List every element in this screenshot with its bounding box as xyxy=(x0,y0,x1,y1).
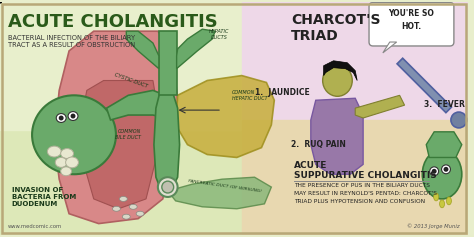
Polygon shape xyxy=(311,98,363,174)
Polygon shape xyxy=(81,81,158,209)
Ellipse shape xyxy=(65,157,78,168)
Ellipse shape xyxy=(432,169,437,174)
Text: INVASION OF
BACTERIA FROM
DUODENUM: INVASION OF BACTERIA FROM DUODENUM xyxy=(12,187,76,207)
Ellipse shape xyxy=(162,181,173,193)
Ellipse shape xyxy=(442,165,450,174)
Ellipse shape xyxy=(430,167,438,176)
Text: MAY RESULT IN REYNOLD'S PENTAD: CHARCOT'S: MAY RESULT IN REYNOLD'S PENTAD: CHARCOT'… xyxy=(294,191,437,196)
Ellipse shape xyxy=(47,146,61,157)
Bar xyxy=(159,31,177,95)
Ellipse shape xyxy=(451,112,467,128)
Text: THE PRESENCE OF PUS IN THE BILIARY DUCTS: THE PRESENCE OF PUS IN THE BILIARY DUCTS xyxy=(294,183,430,188)
Polygon shape xyxy=(426,132,462,157)
Polygon shape xyxy=(383,42,397,53)
Polygon shape xyxy=(397,58,452,113)
Bar xyxy=(242,120,468,235)
Ellipse shape xyxy=(439,200,445,208)
Polygon shape xyxy=(355,95,404,118)
Ellipse shape xyxy=(129,204,137,209)
Polygon shape xyxy=(54,31,178,223)
Ellipse shape xyxy=(447,197,451,205)
Polygon shape xyxy=(176,76,274,157)
Text: TRIAD: TRIAD xyxy=(291,29,339,43)
Polygon shape xyxy=(107,90,173,120)
Ellipse shape xyxy=(323,65,352,96)
Ellipse shape xyxy=(136,211,144,216)
Text: 1.  JAUNDICE: 1. JAUNDICE xyxy=(255,88,310,97)
Ellipse shape xyxy=(434,193,438,201)
Text: HEPATIC
DUCTS: HEPATIC DUCTS xyxy=(209,29,229,40)
Text: COMMON
HEPATIC DUCT: COMMON HEPATIC DUCT xyxy=(232,90,267,101)
Polygon shape xyxy=(324,61,357,81)
Bar xyxy=(242,2,468,120)
Ellipse shape xyxy=(444,167,448,172)
Text: 2.  RUQ PAIN: 2. RUQ PAIN xyxy=(291,140,346,149)
Text: ACUTE CHOLANGITIS: ACUTE CHOLANGITIS xyxy=(8,14,218,32)
Text: www.medcomic.com: www.medcomic.com xyxy=(8,223,62,228)
Polygon shape xyxy=(126,31,159,69)
Ellipse shape xyxy=(422,150,462,199)
Text: CYSTIC DUCT: CYSTIC DUCT xyxy=(114,72,148,89)
Text: YOU'RE SO
HOT.: YOU'RE SO HOT. xyxy=(389,9,434,31)
Polygon shape xyxy=(168,177,271,209)
Text: BACTERIAL INFECTION OF THE BILIARY: BACTERIAL INFECTION OF THE BILIARY xyxy=(8,35,135,41)
Ellipse shape xyxy=(158,177,178,197)
FancyBboxPatch shape xyxy=(369,3,454,46)
Text: COMMON
BILE DUCT: COMMON BILE DUCT xyxy=(115,129,141,140)
Ellipse shape xyxy=(61,167,72,176)
Ellipse shape xyxy=(119,196,128,201)
Text: TRIAD PLUS HYPOTENSION AND CONFUSION: TRIAD PLUS HYPOTENSION AND CONFUSION xyxy=(294,199,425,204)
Polygon shape xyxy=(177,29,215,69)
Text: SUPPURATIVE CHOLANGITIS: SUPPURATIVE CHOLANGITIS xyxy=(294,171,437,180)
Ellipse shape xyxy=(32,95,116,174)
Bar xyxy=(0,2,256,130)
Ellipse shape xyxy=(56,114,66,123)
Ellipse shape xyxy=(55,157,67,167)
Text: ACUTE: ACUTE xyxy=(294,161,328,170)
Text: PANCREATIC DUCT (OF WIRSUNG): PANCREATIC DUCT (OF WIRSUNG) xyxy=(188,179,262,193)
Ellipse shape xyxy=(112,206,120,211)
Ellipse shape xyxy=(61,149,73,159)
Ellipse shape xyxy=(122,214,130,219)
Text: TRACT AS A RESULT OF OBSTRUCTION: TRACT AS A RESULT OF OBSTRUCTION xyxy=(8,42,135,48)
Ellipse shape xyxy=(71,114,75,118)
Ellipse shape xyxy=(59,116,64,120)
Text: © 2013 Jorge Muniz: © 2013 Jorge Muniz xyxy=(407,223,460,228)
Text: CHARCOT'S: CHARCOT'S xyxy=(291,14,381,27)
Ellipse shape xyxy=(68,112,78,120)
Text: 3.  FEVER: 3. FEVER xyxy=(424,100,465,109)
Polygon shape xyxy=(154,92,180,187)
